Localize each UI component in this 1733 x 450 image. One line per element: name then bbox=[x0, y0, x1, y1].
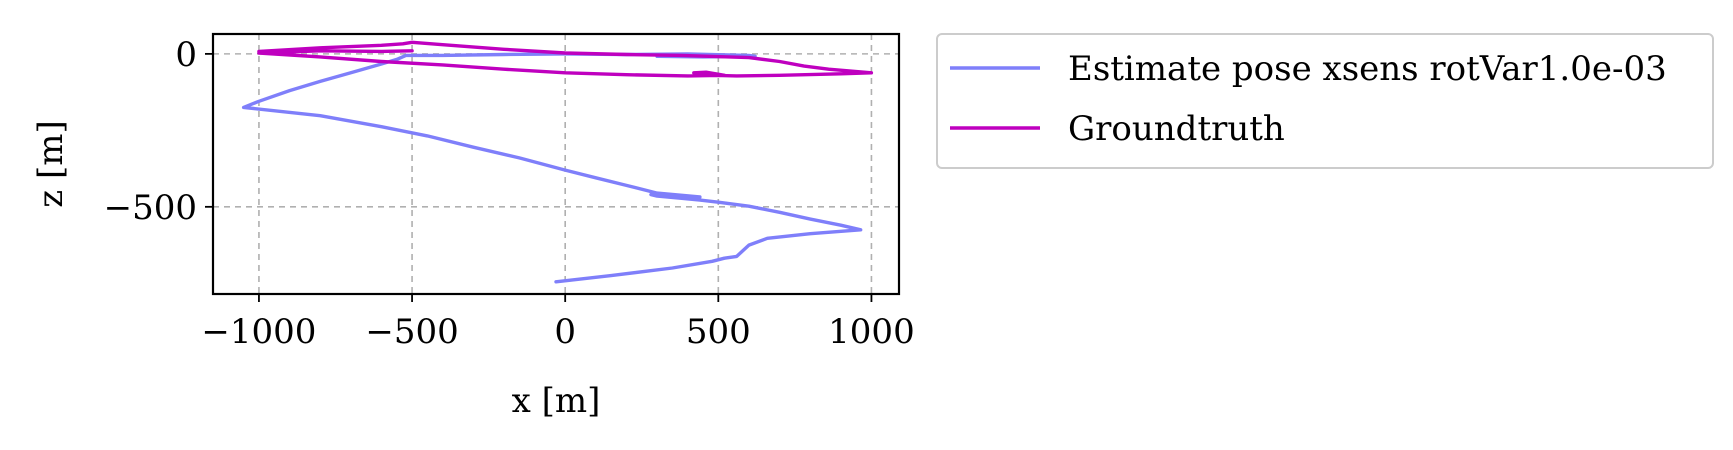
series-line-groundtruth bbox=[257, 40, 874, 78]
legend: Estimate pose xsens rotVar1.0e-03 Ground… bbox=[936, 33, 1714, 169]
x-tick-label: 0 bbox=[554, 312, 576, 352]
plot-area-frame bbox=[211, 32, 901, 296]
y-tick-label: −500 bbox=[104, 188, 197, 228]
legend-label-estimate: Estimate pose xsens rotVar1.0e-03 bbox=[1068, 49, 1667, 89]
x-tick-label: −1000 bbox=[201, 312, 316, 352]
plot-series bbox=[241, 40, 874, 284]
x-axis-label: x [m] bbox=[512, 381, 601, 421]
series-line-estimate bbox=[241, 52, 863, 284]
ticks: −1000 −500 0 500 1000 0 −500 bbox=[104, 35, 915, 352]
legend-label-groundtruth: Groundtruth bbox=[1068, 109, 1285, 149]
x-tick-label: 1000 bbox=[828, 312, 915, 352]
y-tick-label: 0 bbox=[175, 35, 197, 75]
x-tick-label: −500 bbox=[365, 312, 458, 352]
y-axis-label: z [m] bbox=[31, 120, 71, 208]
x-tick-label: 500 bbox=[686, 312, 751, 352]
legend-box bbox=[936, 33, 1714, 169]
